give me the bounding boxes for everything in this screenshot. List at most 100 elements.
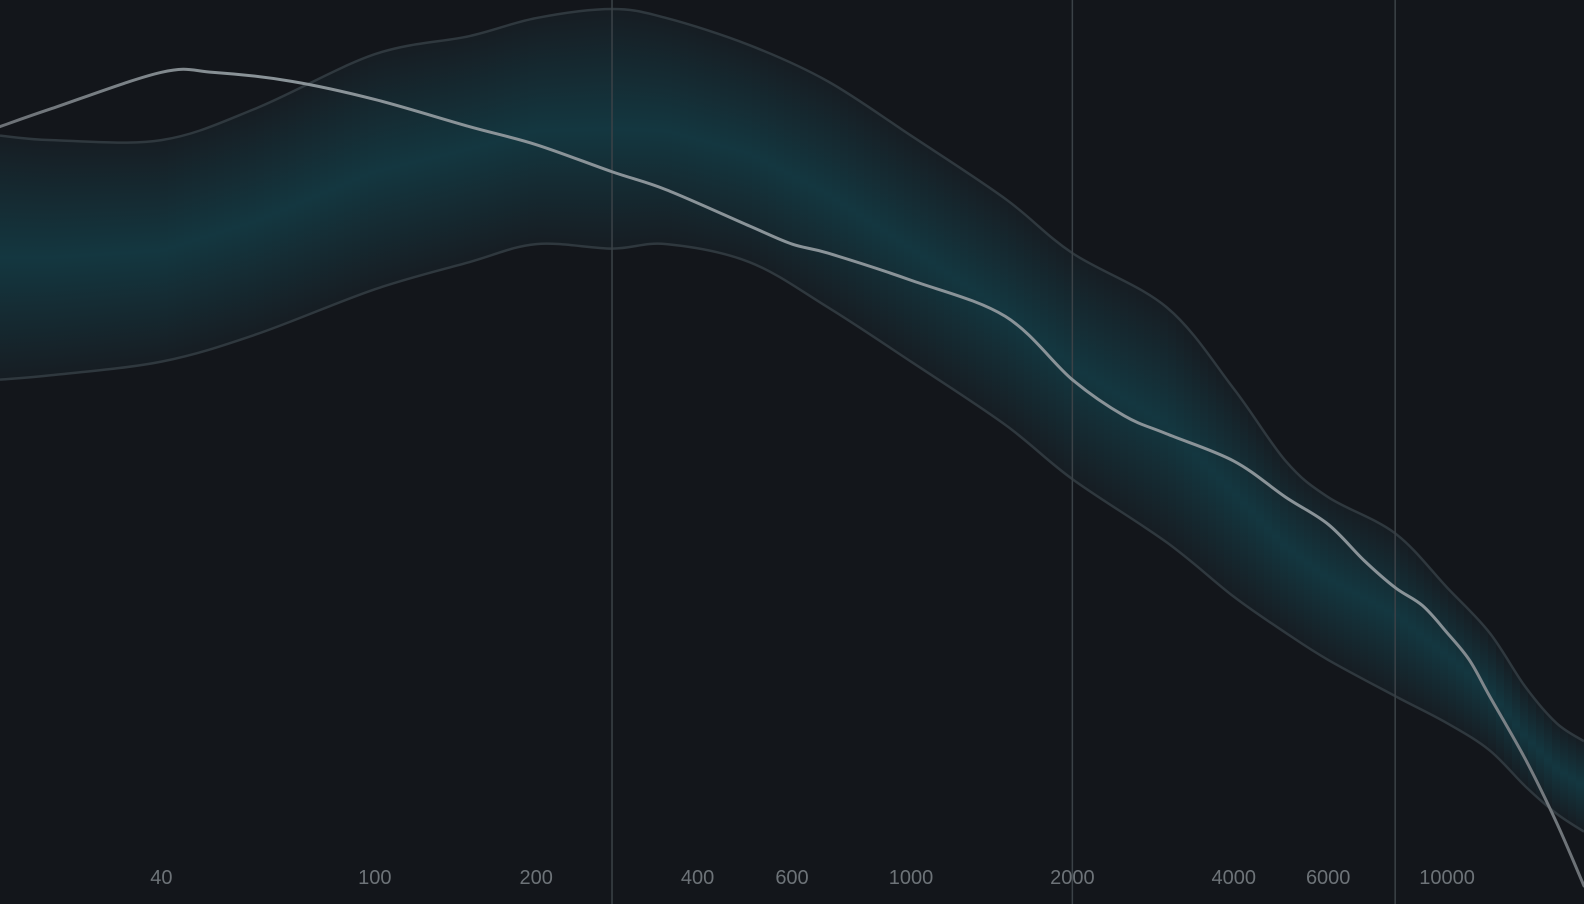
band-slice <box>1552 702 1561 832</box>
band-slice <box>1224 361 1233 612</box>
band-slice <box>16 117 25 398</box>
band-slice <box>712 14 721 275</box>
x-tick-label: 600 <box>775 867 808 889</box>
band-slice <box>344 46 353 320</box>
band-slice <box>48 120 57 396</box>
band-slice <box>1568 713 1577 832</box>
band-slice <box>216 100 225 365</box>
band-slice <box>1408 530 1417 725</box>
band-slice <box>0 115 9 400</box>
band-slice <box>280 75 289 344</box>
x-tick-label: 200 <box>520 867 553 889</box>
band-slice <box>648 9 657 266</box>
band-slice <box>920 124 929 391</box>
band-upper-edge <box>0 7 1584 743</box>
x-tick-label: 40 <box>150 867 172 889</box>
band-slice <box>176 113 185 377</box>
band-slice <box>104 120 113 389</box>
x-tick-label: 6000 <box>1306 867 1351 889</box>
band-slice <box>1080 239 1089 507</box>
band-slice <box>664 9 673 265</box>
band-slice <box>368 35 377 311</box>
band-slice <box>328 53 337 326</box>
x-tick-label: 100 <box>358 867 391 889</box>
x-axis-ticks: 40 100 200 400 600 1000 2000 4000 6000 10000 <box>150 867 1475 889</box>
band-slice <box>472 14 481 281</box>
band-slice <box>1472 598 1481 762</box>
band-slice <box>8 116 17 399</box>
band-slice <box>1128 267 1137 540</box>
band-slice <box>808 54 817 319</box>
x-tick-label: 2000 <box>1050 867 1095 889</box>
band-slice <box>1376 505 1385 708</box>
band-slice <box>976 161 985 428</box>
band-slice <box>240 92 249 358</box>
band-slice <box>1416 539 1425 730</box>
band-slice <box>1136 271 1145 545</box>
band-slice <box>432 22 441 292</box>
band-slice <box>1040 210 1049 477</box>
band-slice <box>576 9 585 267</box>
band-slice <box>696 9 705 272</box>
band-slice <box>496 9 505 274</box>
band-slice <box>440 20 449 290</box>
band-slice <box>1344 487 1353 691</box>
band-slice <box>592 9 601 268</box>
band-slice <box>88 120 97 391</box>
band-slice <box>304 64 313 335</box>
band-slice <box>168 116 177 379</box>
band-slice <box>1280 438 1289 652</box>
band-slice <box>1024 197 1033 464</box>
band-slice <box>1200 332 1209 593</box>
band-slice <box>1072 235 1081 502</box>
band-slice <box>704 11 713 274</box>
measured-response <box>0 67 1584 888</box>
band-slice <box>680 9 689 268</box>
band-slice <box>528 9 537 266</box>
band-slice <box>1440 564 1449 742</box>
band-lower-edge <box>0 242 1584 833</box>
band-slice <box>1120 262 1129 534</box>
band-slice <box>1032 203 1041 470</box>
band-slice <box>912 118 921 385</box>
band-slice <box>1360 496 1369 700</box>
band-slice <box>1048 216 1057 483</box>
band-slice <box>1504 640 1513 789</box>
band-slice <box>1544 693 1553 827</box>
band-slice <box>560 9 569 266</box>
series-line <box>0 67 1584 888</box>
band-slice <box>264 82 273 350</box>
band-slice <box>312 61 321 332</box>
band-slice <box>640 9 649 266</box>
band-slice <box>1288 446 1297 657</box>
marker-lines <box>611 0 1396 904</box>
band-slice <box>1400 522 1409 721</box>
band-slice <box>504 9 513 272</box>
band-slice <box>1496 628 1505 781</box>
band-slice <box>672 9 681 267</box>
band-slice <box>480 12 489 279</box>
band-slice <box>1464 589 1473 757</box>
band-slice <box>200 105 209 370</box>
x-tick-label: 4000 <box>1212 867 1257 889</box>
band-slice <box>896 108 905 375</box>
band-slice <box>888 103 897 370</box>
band-slice <box>128 120 137 386</box>
band-slice <box>944 140 953 407</box>
band-slice <box>1368 500 1377 704</box>
band-slice <box>208 103 217 368</box>
band-slice <box>848 77 857 344</box>
band-slice <box>1104 253 1113 524</box>
band-slice <box>768 35 777 296</box>
band-slice <box>624 9 633 268</box>
band-slice <box>256 86 265 353</box>
band-slice <box>952 145 961 412</box>
band-slice <box>232 95 241 361</box>
band-slice <box>80 120 89 392</box>
band-slice <box>1488 616 1497 773</box>
band-slice <box>136 120 145 385</box>
band-slice <box>656 9 665 265</box>
band-slice <box>1528 674 1537 813</box>
band-slice <box>1216 352 1225 606</box>
